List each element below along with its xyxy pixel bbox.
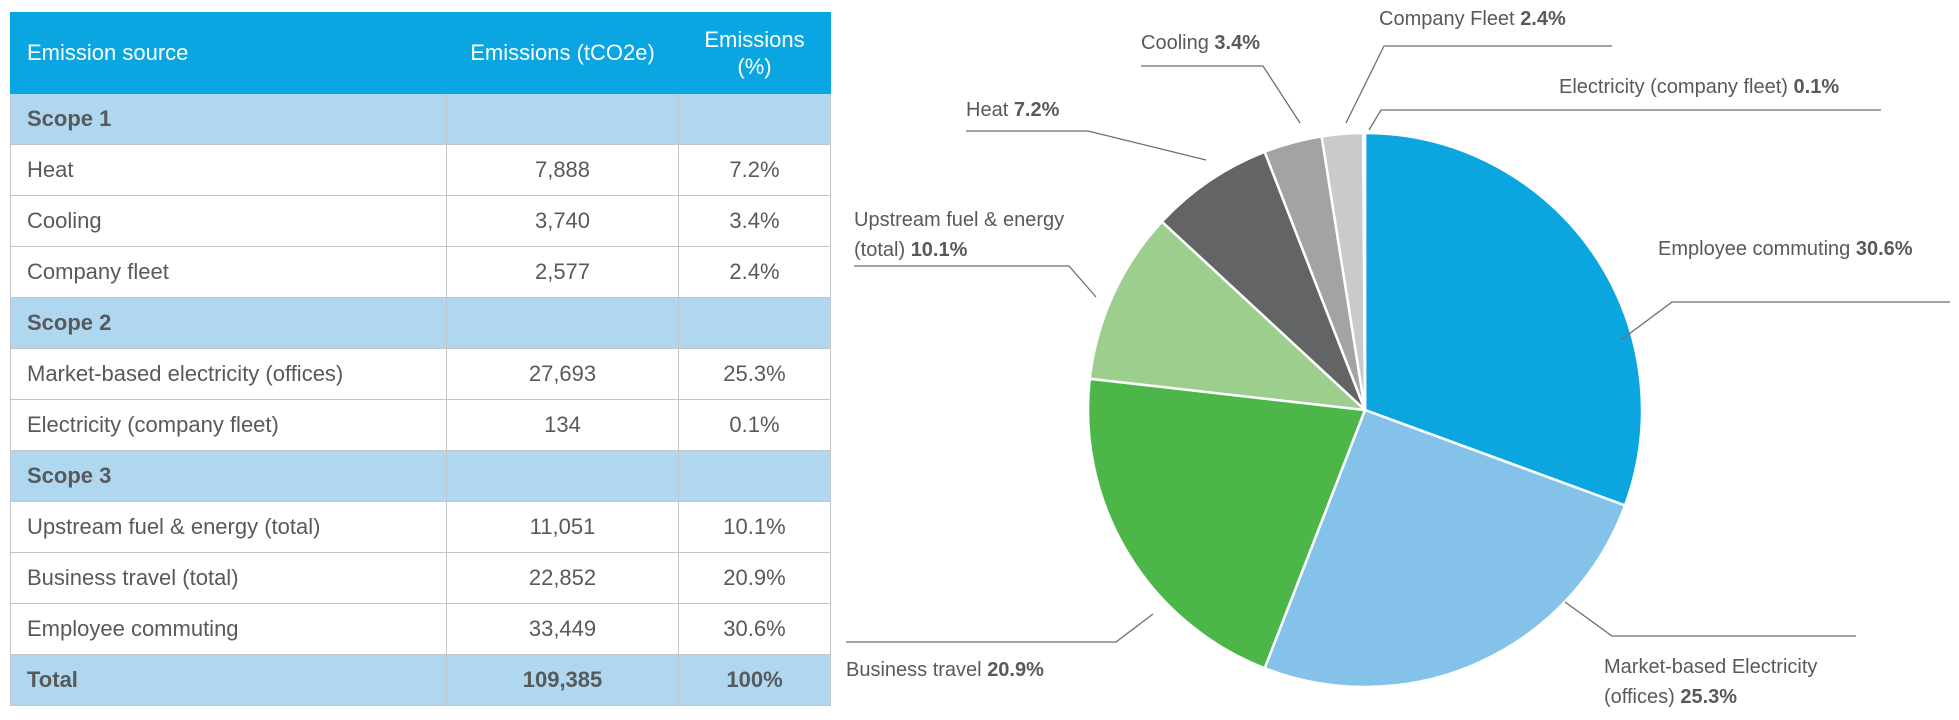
cell-source: Total (10, 654, 447, 706)
cell-tco2e: 27,693 (446, 348, 679, 400)
total-row: Total 109,385 100% (10, 654, 831, 706)
label-elec: Electricity (company fleet) 0.1% (1559, 76, 1840, 98)
label-market: Market-based Electricity (offices) 25.3% (1604, 656, 1818, 708)
pie-slice-electricity-company-fleet- (1362, 131, 1367, 411)
pie-slice-employee-commuting (1363, 131, 1644, 508)
cell-tco2e (446, 93, 679, 145)
cell-tco2e: 33,449 (446, 603, 679, 655)
cell-pct: 20.9% (678, 552, 831, 604)
table-row: Business travel (total) 22,852 20.9% (10, 552, 831, 604)
cell-pct: 25.3% (678, 348, 831, 400)
cell-tco2e: 22,852 (446, 552, 679, 604)
cell-tco2e: 7,888 (446, 144, 679, 196)
cell-pct: 100% (678, 654, 831, 706)
cell-pct: 2.4% (678, 246, 831, 298)
label-business: Business travel 20.9% (846, 659, 1044, 681)
cell-source: Electricity (company fleet) (10, 399, 447, 451)
scope-row: Scope 2 (10, 297, 831, 349)
cell-pct (678, 93, 831, 145)
leader-line-employee (1620, 301, 1950, 341)
cell-source: Cooling (10, 195, 447, 247)
cell-pct (678, 450, 831, 502)
cell-source: Scope 2 (10, 297, 447, 349)
label-cooling: Cooling 3.4% (1141, 32, 1260, 54)
label-heat: Heat 7.2% (966, 99, 1060, 121)
table-header-row: Emission source Emissions (tCO2e) Emissi… (10, 12, 831, 94)
pie-slice-business-travel (1086, 377, 1367, 670)
label-fleet: Company Fleet 2.4% (1379, 8, 1566, 30)
cell-source: Employee commuting (10, 603, 447, 655)
leader-line-heat (966, 130, 1207, 161)
table-row: Market-based electricity (offices) 27,693… (10, 348, 831, 400)
label-employee: Employee commuting 30.6% (1658, 238, 1913, 260)
cell-tco2e: 3,740 (446, 195, 679, 247)
cell-pct: 3.4% (678, 195, 831, 247)
cell-source: Company fleet (10, 246, 447, 298)
table-row: Employee commuting 33,449 30.6% (10, 603, 831, 655)
cell-tco2e (446, 450, 679, 502)
table-row: Cooling 3,740 3.4% (10, 195, 831, 247)
leader-lines (846, 45, 1950, 643)
cell-pct: 30.6% (678, 603, 831, 655)
cell-tco2e (446, 297, 679, 349)
header-source: Emission source (10, 12, 447, 94)
header-tco2e: Emissions (tCO2e) (446, 12, 679, 94)
label-upstream: Upstream fuel & energy (total) 10.1% (854, 209, 1065, 261)
pie-slice-upstream-fuel-energy-total- (1088, 219, 1369, 412)
leader-line-fleet (1345, 45, 1612, 124)
cell-source: Market-based electricity (offices) (10, 348, 447, 400)
leader-line-elec (1368, 109, 1881, 131)
table-row: Electricity (company fleet) 134 0.1% (10, 399, 831, 451)
leader-line-cooling (1141, 65, 1301, 124)
cell-source: Upstream fuel & energy (total) (10, 501, 447, 553)
cell-pct (678, 297, 831, 349)
table-row: Company fleet 2,577 2.4% (10, 246, 831, 298)
leader-line-market (1564, 601, 1856, 637)
cell-pct: 10.1% (678, 501, 831, 553)
scope-row: Scope 3 (10, 450, 831, 502)
cell-tco2e: 109,385 (446, 654, 679, 706)
emissions-table: Emission source Emissions (tCO2e) Emissi… (10, 12, 831, 706)
cell-source: Business travel (total) (10, 552, 447, 604)
leader-line-upstream (854, 265, 1097, 298)
leader-line-business (846, 613, 1154, 643)
pie-slice-market-based-electricity-offices- (1263, 408, 1627, 689)
pie-slice-heat (1160, 150, 1367, 411)
cell-tco2e: 2,577 (446, 246, 679, 298)
table-row: Upstream fuel & energy (total) 11,051 10.1… (10, 501, 831, 553)
